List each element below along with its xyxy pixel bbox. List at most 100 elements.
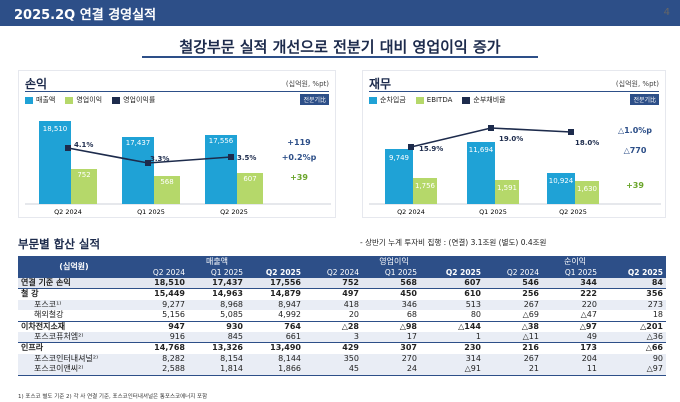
- table-cell: 49: [542, 332, 600, 343]
- pl-chart: 18,510 17,437 17,556 752 568 607 4.1% 3.…: [25, 121, 331, 216]
- table-cell: △98: [362, 320, 420, 333]
- table-cell: 8,282: [130, 353, 188, 365]
- table-cell: 916: [130, 332, 188, 343]
- table-cell: △38: [484, 320, 542, 333]
- legend-op-label: 영업이익: [76, 96, 103, 104]
- pl-margin-point: [145, 160, 151, 166]
- table-cell: △97: [542, 320, 600, 333]
- table-cell: 17,556: [246, 278, 304, 289]
- table-row: 인프라 14,768 13,326 13,490 429 307 230 216 173 △…: [18, 342, 666, 354]
- pl-margin-point: [228, 154, 234, 160]
- table-cell: 344: [542, 278, 600, 289]
- table-cell: 418: [304, 299, 362, 311]
- table-cell: 8,144: [246, 353, 304, 365]
- table-cell: 607: [420, 278, 484, 289]
- table-cell: 9,277: [130, 299, 188, 311]
- table-cell: 270: [362, 353, 420, 365]
- pl-op-label: 607: [243, 175, 256, 183]
- pl-margin-label: 4.1%: [74, 141, 93, 149]
- fin-panel-title: 재무: [369, 77, 392, 91]
- pl-change-margin: +0.2%p: [282, 153, 317, 162]
- fin-ratio-point: [568, 129, 574, 135]
- pl-margin-label: 3.5%: [237, 154, 256, 162]
- table-cell: 350: [304, 353, 362, 365]
- table-cell: 546: [484, 278, 542, 289]
- table-cell: 220: [542, 299, 600, 311]
- legend-ebitda-label: EBITDA: [426, 96, 453, 104]
- legend-ebitda: EBITDA: [415, 96, 453, 104]
- row-label: 이차전지소재: [18, 320, 130, 333]
- pl-revenue-bar: [122, 137, 154, 204]
- legend-ratio-label: 순부채비율: [473, 96, 506, 104]
- table-row: 철 강 15,449 14,963 14,879 497 450 610 256 222 3…: [18, 288, 666, 300]
- row-label: 인프라: [18, 342, 130, 354]
- page-title: 2025.2Q 연결 경영실적: [14, 8, 157, 23]
- fin-period-label: Q2 2025: [559, 208, 587, 216]
- headline-underline: [142, 56, 538, 58]
- pl-legend: 매출액 영업이익 영업이익률: [25, 95, 155, 105]
- page-number: 4: [663, 7, 670, 18]
- table-period-header: Q2 2025: [420, 268, 484, 278]
- fin-change-ebitda: +39: [626, 181, 644, 190]
- table-cell: 346: [362, 299, 420, 311]
- table-cell: △11: [484, 332, 542, 343]
- table-cell: 764: [246, 320, 304, 333]
- pl-revenue-label: 17,556: [209, 137, 234, 145]
- legend-op: 영업이익: [65, 95, 102, 105]
- fin-ebitda-label: 1,630: [577, 185, 597, 193]
- table-cell: 4,992: [278, 310, 301, 320]
- table-cell: △47: [580, 310, 597, 320]
- table-period-header: Q1 2025: [542, 268, 600, 278]
- table-cell: 513: [420, 299, 484, 311]
- table-cell: 267: [484, 353, 542, 365]
- table-period-header: Q1 2025: [362, 268, 420, 278]
- row-label: 포스코퓨처엠²⁾: [18, 332, 130, 343]
- table-cell: △91: [420, 364, 484, 376]
- row-label: 철 강: [18, 288, 130, 300]
- table-cell: 450: [362, 288, 420, 300]
- table-cell: 18: [652, 310, 663, 320]
- table-cell: 230: [420, 342, 484, 354]
- table-cell: 497: [304, 288, 362, 300]
- section-title: 부문별 합산 실적: [18, 237, 101, 251]
- fin-ratio-label: 18.0%: [575, 139, 599, 147]
- pl-op-bar: [71, 169, 97, 204]
- fin-ratio-point: [488, 125, 494, 131]
- table-row: 포스코퓨처엠²⁾ 916 845 661 3 17 1 △11 49 △36: [18, 332, 666, 343]
- fin-ebitda-bar: [413, 178, 437, 204]
- pl-panel: 손익 (십억원, %pt) 매출액 영업이익 영업이익률 전분기比 18,510…: [18, 70, 336, 218]
- legend-ebitda-swatch: [415, 96, 424, 104]
- table-cell: 14,879: [246, 288, 304, 300]
- table-cell: 24: [362, 364, 420, 376]
- table-cell: △28: [304, 320, 362, 333]
- legend-netdebt-swatch: [369, 96, 377, 104]
- fin-netdebt-label: 10,924: [549, 177, 574, 185]
- table-cell: △201: [600, 320, 666, 333]
- table-cell: △66: [600, 342, 666, 354]
- legend-op-swatch: [65, 96, 74, 104]
- pl-badge: 전분기比: [300, 94, 329, 105]
- table-cell: 930: [188, 320, 246, 333]
- table-cell: 8,968: [188, 299, 246, 311]
- title-bar: 2025.2Q 연결 경영실적: [0, 0, 680, 26]
- table-row: 해외철강 5,156 5,085 4,992 20 68 80 △69 △47 18: [18, 310, 666, 321]
- pl-op-bar: [237, 173, 263, 204]
- pl-change-revenue: +119: [287, 138, 311, 147]
- table-header-row: (십억원) 매출액 영업이익 순이익: [18, 256, 666, 278]
- table-cell: 5,156: [162, 310, 185, 320]
- pl-period-label: Q1 2025: [137, 208, 165, 216]
- legend-ratio-swatch: [462, 96, 471, 104]
- fin-netdebt-bar: [547, 173, 575, 204]
- fin-ebitda-bar: [495, 180, 519, 204]
- table-cell: 18,510: [130, 278, 188, 289]
- table-cell: 8,154: [188, 353, 246, 365]
- legend-revenue: 매출액: [25, 95, 55, 105]
- fin-panel: 재무 (십억원, %pt) 순차입금 EBITDA 순부채비율 전분기比 9,7…: [362, 70, 666, 218]
- table-cell: △36: [600, 332, 666, 343]
- fin-period-label: Q2 2024: [397, 208, 425, 216]
- table-cell: 1,814: [188, 364, 246, 376]
- table-cell: △97: [600, 364, 666, 376]
- fin-netdebt-bar: [385, 149, 413, 204]
- fin-ratio-point: [408, 144, 414, 150]
- table-period-row: Q2 2024 Q1 2025 Q2 2025 Q2 2024 Q1 2025 …: [18, 268, 666, 278]
